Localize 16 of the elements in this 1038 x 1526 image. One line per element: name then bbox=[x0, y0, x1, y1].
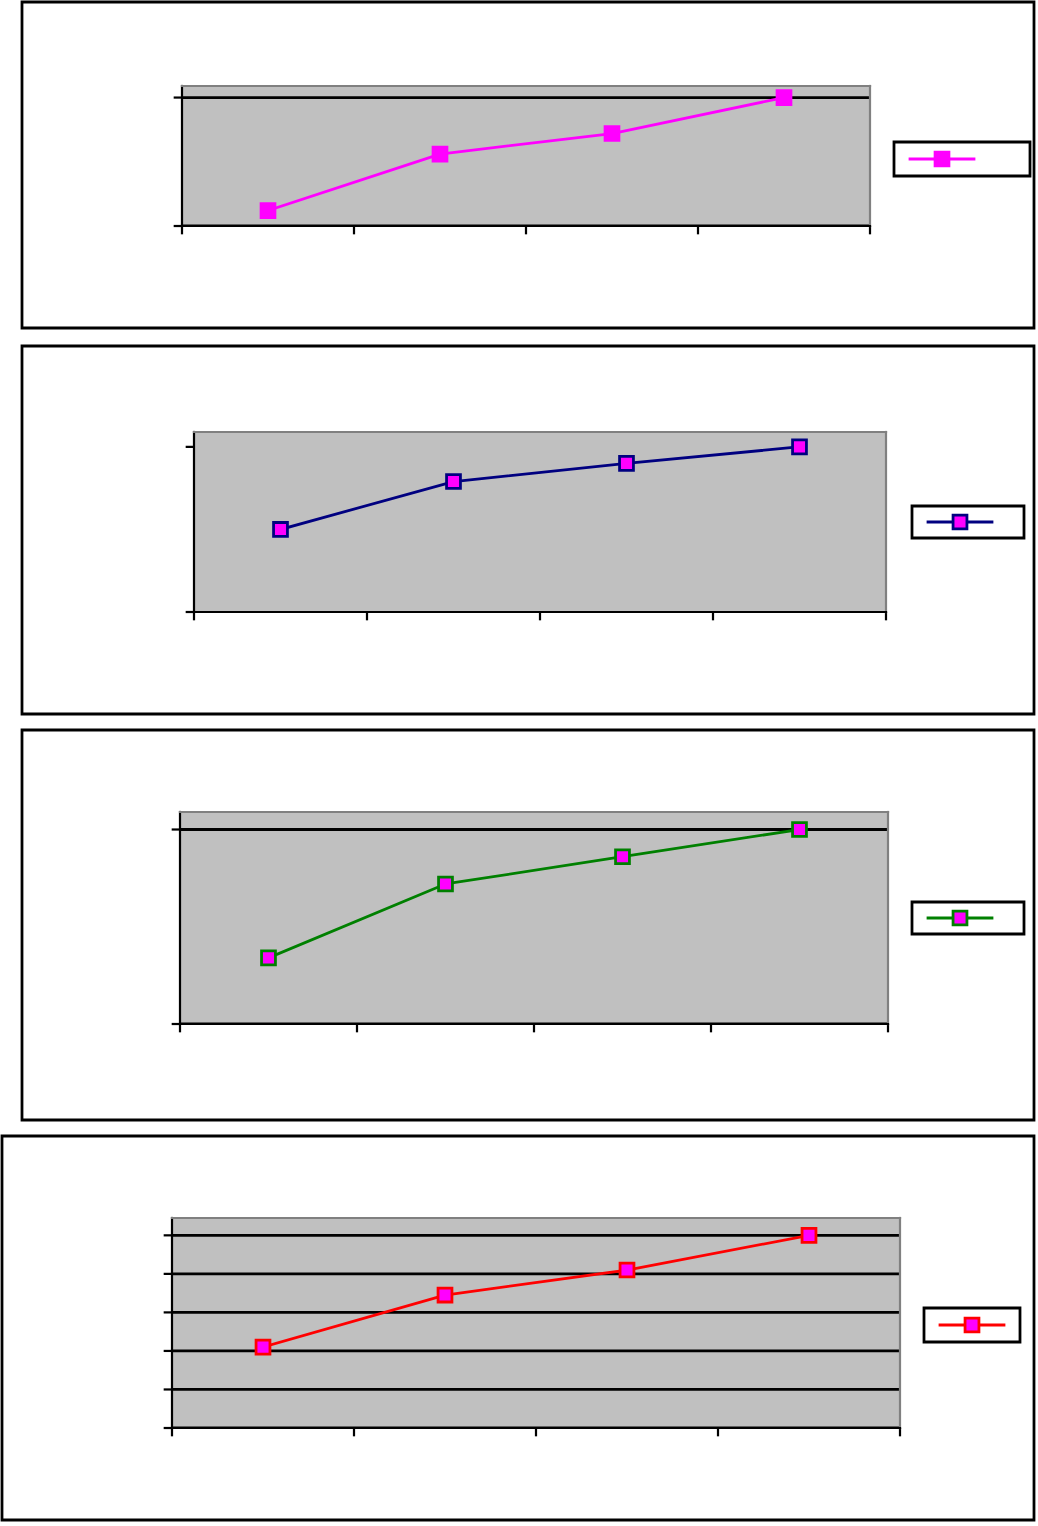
point bbox=[437, 875, 454, 893]
point bbox=[800, 1227, 818, 1244]
point bbox=[791, 438, 808, 456]
point bbox=[791, 821, 808, 838]
point bbox=[603, 125, 621, 142]
point bbox=[254, 1338, 272, 1356]
point bbox=[436, 1286, 454, 1304]
point bbox=[259, 202, 277, 219]
point bbox=[618, 1261, 636, 1279]
point bbox=[614, 848, 631, 866]
point bbox=[445, 473, 462, 490]
point bbox=[775, 89, 793, 106]
point bbox=[431, 145, 449, 163]
point bbox=[618, 455, 635, 472]
point bbox=[272, 521, 289, 538]
point bbox=[260, 949, 277, 967]
